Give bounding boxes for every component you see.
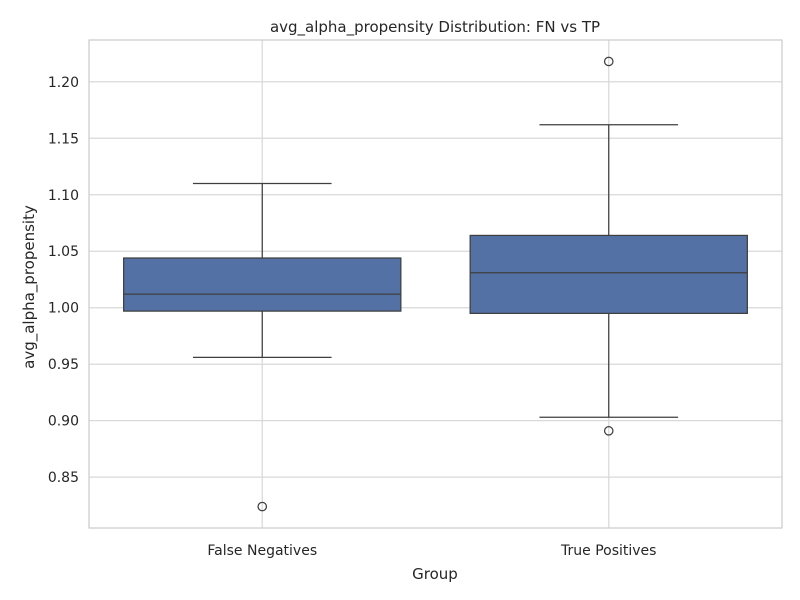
box-group xyxy=(469,56,748,436)
y-tick-label: 0.85 xyxy=(48,470,79,486)
x-tick-label: True Positives xyxy=(560,543,656,559)
box-iqr xyxy=(469,234,748,314)
y-tick-label: 1.10 xyxy=(48,188,79,204)
outlier-point xyxy=(257,501,268,512)
outlier-point xyxy=(603,56,614,67)
y-tick-label: 1.15 xyxy=(48,131,79,147)
y-tick-label: 1.05 xyxy=(48,244,79,260)
x-tick-label: False Negatives xyxy=(207,543,317,559)
y-tick-labels: 0.85 0.90 0.95 1.00 1.05 1.10 1.15 1.20 xyxy=(48,75,79,486)
y-tick-label: 1.00 xyxy=(48,301,79,317)
x-axis-title: Group xyxy=(412,565,458,583)
box-group xyxy=(123,182,402,512)
y-tick-label: 0.90 xyxy=(48,414,79,430)
y-axis-title: avg_alpha_propensity xyxy=(20,205,39,369)
x-tick-labels: False Negatives True Positives xyxy=(207,543,656,559)
boxes xyxy=(123,56,748,512)
y-tick-label: 1.20 xyxy=(48,75,79,91)
plot-frame xyxy=(88,39,783,529)
y-tick-label: 0.95 xyxy=(48,357,79,373)
outlier-point xyxy=(603,426,614,436)
chart-title: avg_alpha_propensity Distribution: FN vs… xyxy=(270,18,600,37)
box-iqr xyxy=(123,257,402,312)
